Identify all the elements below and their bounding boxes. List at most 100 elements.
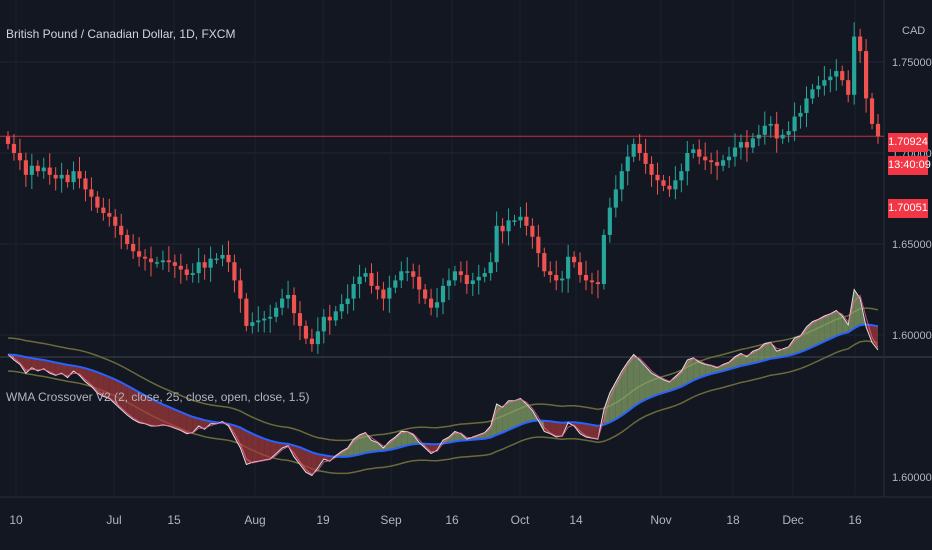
candle-body: [828, 76, 833, 81]
crossover-fill: [192, 416, 199, 433]
candle-body: [387, 287, 392, 299]
crossover-fill: [73, 365, 80, 376]
candle-body: [470, 280, 475, 285]
candle-body: [178, 265, 183, 270]
crossover-fill: [454, 431, 461, 442]
candle-body: [577, 262, 583, 275]
candle-body: [423, 289, 428, 299]
crossover-fill: [401, 431, 408, 447]
candle-body: [190, 273, 195, 275]
candle-body: [17, 153, 23, 161]
crossover-fill: [37, 359, 44, 371]
crossover-fill: [544, 420, 551, 434]
candle-body: [738, 142, 744, 148]
candle-body: [601, 234, 606, 285]
candle-body: [196, 262, 201, 274]
crossover-fill: [180, 412, 187, 434]
candle-body: [637, 143, 642, 153]
time-tick-label: Oct: [511, 513, 530, 527]
indicator-tick-label: 1.60000: [892, 472, 932, 484]
crossover-fill: [681, 360, 688, 387]
crossover-fill: [252, 433, 259, 463]
candle-body: [494, 225, 499, 263]
crossover-fill: [818, 316, 825, 345]
time-tick-label: 16: [848, 513, 862, 527]
time-tick-label: 14: [569, 513, 583, 527]
crossover-fill: [627, 354, 634, 412]
candle-body: [381, 289, 386, 299]
candle-body: [89, 189, 94, 197]
candle-body: [11, 143, 17, 153]
crossover-fill: [639, 360, 646, 403]
candle-body: [214, 258, 219, 261]
time-tick-label: Sep: [380, 513, 402, 527]
upper-band: [7, 307, 879, 442]
candle-body: [208, 258, 213, 268]
candle-body: [572, 256, 577, 263]
candle-body: [858, 36, 863, 52]
countdown-badge: 13:40:09: [888, 156, 931, 175]
crossover-fill: [776, 349, 783, 358]
candle-body: [291, 294, 297, 314]
candle-body: [655, 174, 660, 181]
candle-body: [709, 160, 714, 163]
candle-body: [667, 185, 672, 190]
crossover-fill: [246, 430, 253, 465]
crossover-fill: [657, 376, 664, 395]
candle-body: [101, 207, 106, 214]
candle-body: [548, 271, 553, 275]
candle-body: [107, 213, 112, 217]
crossover-fill: [97, 372, 104, 397]
candle-body: [41, 167, 46, 172]
time-tick-label: 19: [316, 513, 330, 527]
crossover-fill: [133, 388, 140, 423]
crossover-fill: [669, 376, 676, 392]
crossover-fill: [168, 406, 175, 429]
crossover-fill: [31, 357, 38, 371]
candle-body: [458, 271, 463, 275]
candle-body: [232, 262, 237, 281]
crossover-fill: [305, 449, 312, 476]
candle-body: [399, 271, 404, 281]
crossover-fill: [115, 379, 122, 410]
candle-body: [250, 322, 255, 326]
candle-body: [202, 262, 207, 268]
crossover-fill: [621, 362, 628, 416]
crossover-fill: [556, 422, 563, 437]
crossover-fill: [854, 289, 861, 329]
candle-body: [327, 316, 332, 321]
crossover-fill: [151, 398, 157, 426]
crossover-fill: [830, 310, 837, 339]
close-line: [7, 288, 879, 477]
candle-body: [595, 282, 601, 285]
candle-body: [440, 285, 446, 303]
crossover-fill: [824, 313, 831, 342]
crossover-fill: [258, 436, 265, 462]
candle-body: [482, 273, 487, 277]
candle-body: [375, 285, 380, 290]
candle-body: [798, 112, 803, 117]
crossover-fill: [705, 364, 712, 376]
candle-body: [732, 147, 738, 157]
crossover-fill: [746, 351, 753, 365]
candle-body: [524, 216, 529, 226]
crossover-fill: [186, 414, 193, 434]
candle-body: [566, 256, 571, 279]
candle-body: [554, 274, 559, 281]
crossover-fill: [174, 409, 181, 431]
candle-body: [786, 131, 791, 135]
candle-body: [744, 142, 749, 148]
candle-body: [697, 149, 702, 157]
candle-body: [452, 271, 458, 281]
candle-body: [274, 307, 279, 317]
candle-body: [357, 276, 362, 285]
crossover-fill: [591, 424, 598, 440]
crossover-fill: [156, 401, 163, 426]
crossover-fill: [67, 364, 74, 378]
candle-body: [691, 149, 696, 153]
time-tick-label: 10: [9, 513, 23, 527]
crossover-fill: [377, 442, 384, 452]
crossover-fill: [496, 404, 503, 435]
candle-body: [804, 98, 809, 113]
